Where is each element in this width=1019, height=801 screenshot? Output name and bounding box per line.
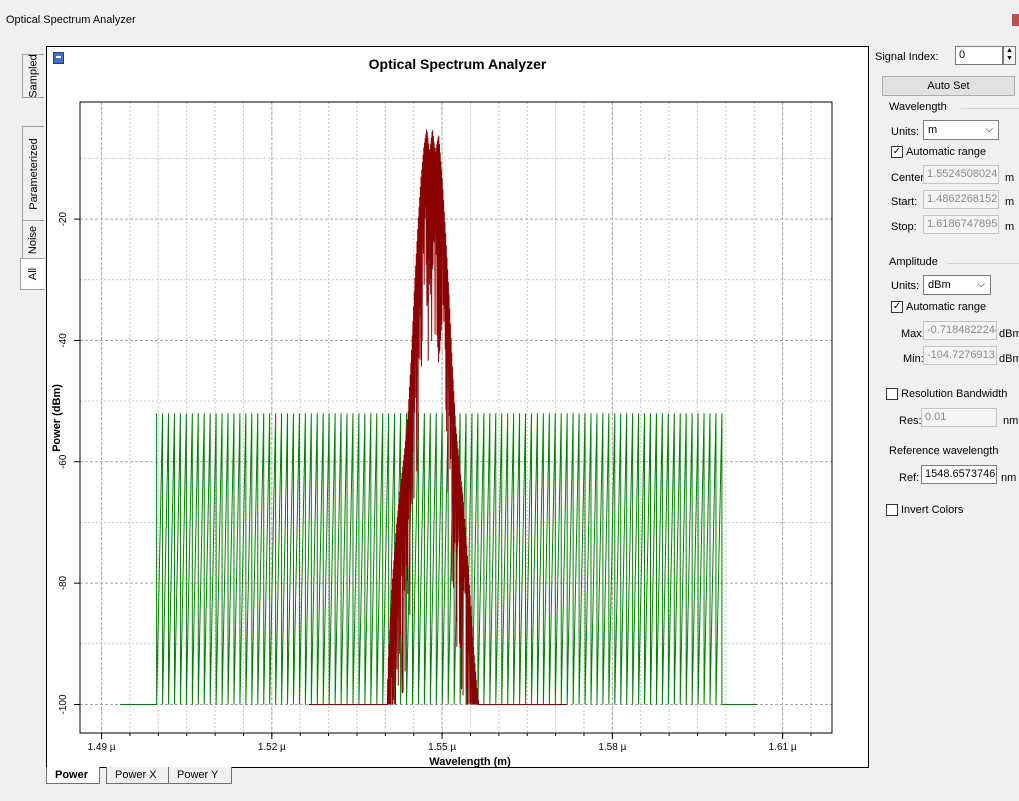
y-tick-label: -40 <box>58 333 69 348</box>
amplitude-auto-range-label: Automatic range <box>906 301 987 313</box>
stop-field[interactable]: 1.6186747895 <box>923 215 999 234</box>
wavelength-units-select[interactable]: m ⌵ <box>923 120 999 140</box>
amplitude-auto-range-checkbox[interactable]: ✓ <box>891 301 903 313</box>
amplitude-units-value: dBm <box>928 279 951 291</box>
x-axis-label: Wavelength (m) <box>429 756 511 768</box>
group-divider <box>947 263 1019 264</box>
x-tick-label: 1.52 µ <box>258 742 286 753</box>
series-signal-trace <box>308 129 567 705</box>
y-tick-label: -100 <box>58 694 69 714</box>
min-field[interactable]: -104.7276913 <box>923 346 997 365</box>
stop-unit: m <box>1005 221 1015 233</box>
chevron-down-icon: ⌵ <box>977 279 985 290</box>
min-unit: dBm <box>999 353 1019 365</box>
wavelength-auto-range-label: Automatic range <box>906 146 987 158</box>
res-label: Res: <box>899 415 922 427</box>
y-axis-label: Power (dBm) <box>51 384 63 452</box>
resolution-bandwidth-checkbox[interactable] <box>886 388 898 400</box>
max-label: Max: <box>901 328 925 340</box>
x-tick-label: 1.49 µ <box>88 742 116 753</box>
wavelength-auto-range-checkbox[interactable]: ✓ <box>891 146 903 158</box>
tab-power-y[interactable]: Power Y <box>168 767 232 784</box>
ref-unit: nm <box>1001 472 1017 484</box>
plot-axes-box <box>79 101 833 734</box>
start-label: Start: <box>891 196 918 208</box>
amplitude-group-title: Amplitude <box>889 256 938 268</box>
resolution-bandwidth-label: Resolution Bandwidth <box>901 388 1008 400</box>
max-unit: dBm <box>999 328 1019 340</box>
tab-power[interactable]: Power <box>46 767 100 784</box>
wavelength-group-title: Wavelength <box>889 101 947 113</box>
start-unit: m <box>1005 196 1015 208</box>
res-field[interactable]: 0.01 <box>921 408 997 427</box>
chevron-down-icon: ⌵ <box>985 124 993 135</box>
ref-label: Ref: <box>899 472 920 484</box>
auto-set-button[interactable]: Auto Set <box>882 76 1015 96</box>
series-comb-trace <box>120 413 758 705</box>
center-field[interactable]: 1.5524508024 <box>923 165 999 184</box>
reference-group-title: Reference wavelength <box>889 445 999 457</box>
signal-index-input[interactable]: 0 <box>955 46 1003 65</box>
stepper-down-icon[interactable]: ▼ <box>1006 55 1013 62</box>
group-divider <box>961 108 1019 109</box>
x-tick-label: 1.58 µ <box>598 742 626 753</box>
max-field[interactable]: -0.7184822244 <box>923 321 997 340</box>
y-tick-label: -60 <box>58 454 69 469</box>
signal-index-stepper[interactable]: ▲ ▼ <box>1003 46 1016 65</box>
center-unit: m <box>1005 172 1015 184</box>
ref-field[interactable]: 1548.6573746 <box>921 465 997 484</box>
tab-sampled[interactable]: Sampled <box>22 54 44 98</box>
tab-all[interactable]: All <box>20 258 45 290</box>
amplitude-units-select[interactable]: dBm ⌵ <box>923 275 991 295</box>
tab-power-x[interactable]: Power X <box>106 767 170 784</box>
wavelength-units-value: m <box>928 124 938 136</box>
invert-colors-label: Invert Colors <box>901 504 964 516</box>
stop-label: Stop: <box>891 221 917 233</box>
center-label: Center: <box>891 172 928 184</box>
chart-title: Optical Spectrum Analyzer <box>368 56 547 72</box>
x-tick-label: 1.55 µ <box>428 742 456 753</box>
min-label: Min: <box>903 353 924 365</box>
x-tick-label: 1.61 µ <box>769 742 797 753</box>
stepper-up-icon[interactable]: ▲ <box>1006 47 1013 54</box>
signal-index-label: Signal Index: <box>875 51 939 63</box>
start-field[interactable]: 1.4862268152 <box>923 190 999 209</box>
wavelength-units-label: Units: <box>891 126 920 138</box>
window-title: Optical Spectrum Analyzer <box>6 14 136 26</box>
plot-area[interactable] <box>46 46 869 768</box>
y-tick-label: -80 <box>58 575 69 590</box>
plot-options-icon[interactable] <box>53 52 64 64</box>
amplitude-units-label: Units: <box>891 280 920 292</box>
close-mark-icon[interactable] <box>1012 14 1019 26</box>
invert-colors-checkbox[interactable] <box>886 504 898 516</box>
y-tick-label: -20 <box>58 211 69 226</box>
res-unit: nm <box>1003 415 1019 427</box>
settings-panel: Signal Index: 0 ▲ ▼ Auto Set Wavelength … <box>875 42 1019 801</box>
